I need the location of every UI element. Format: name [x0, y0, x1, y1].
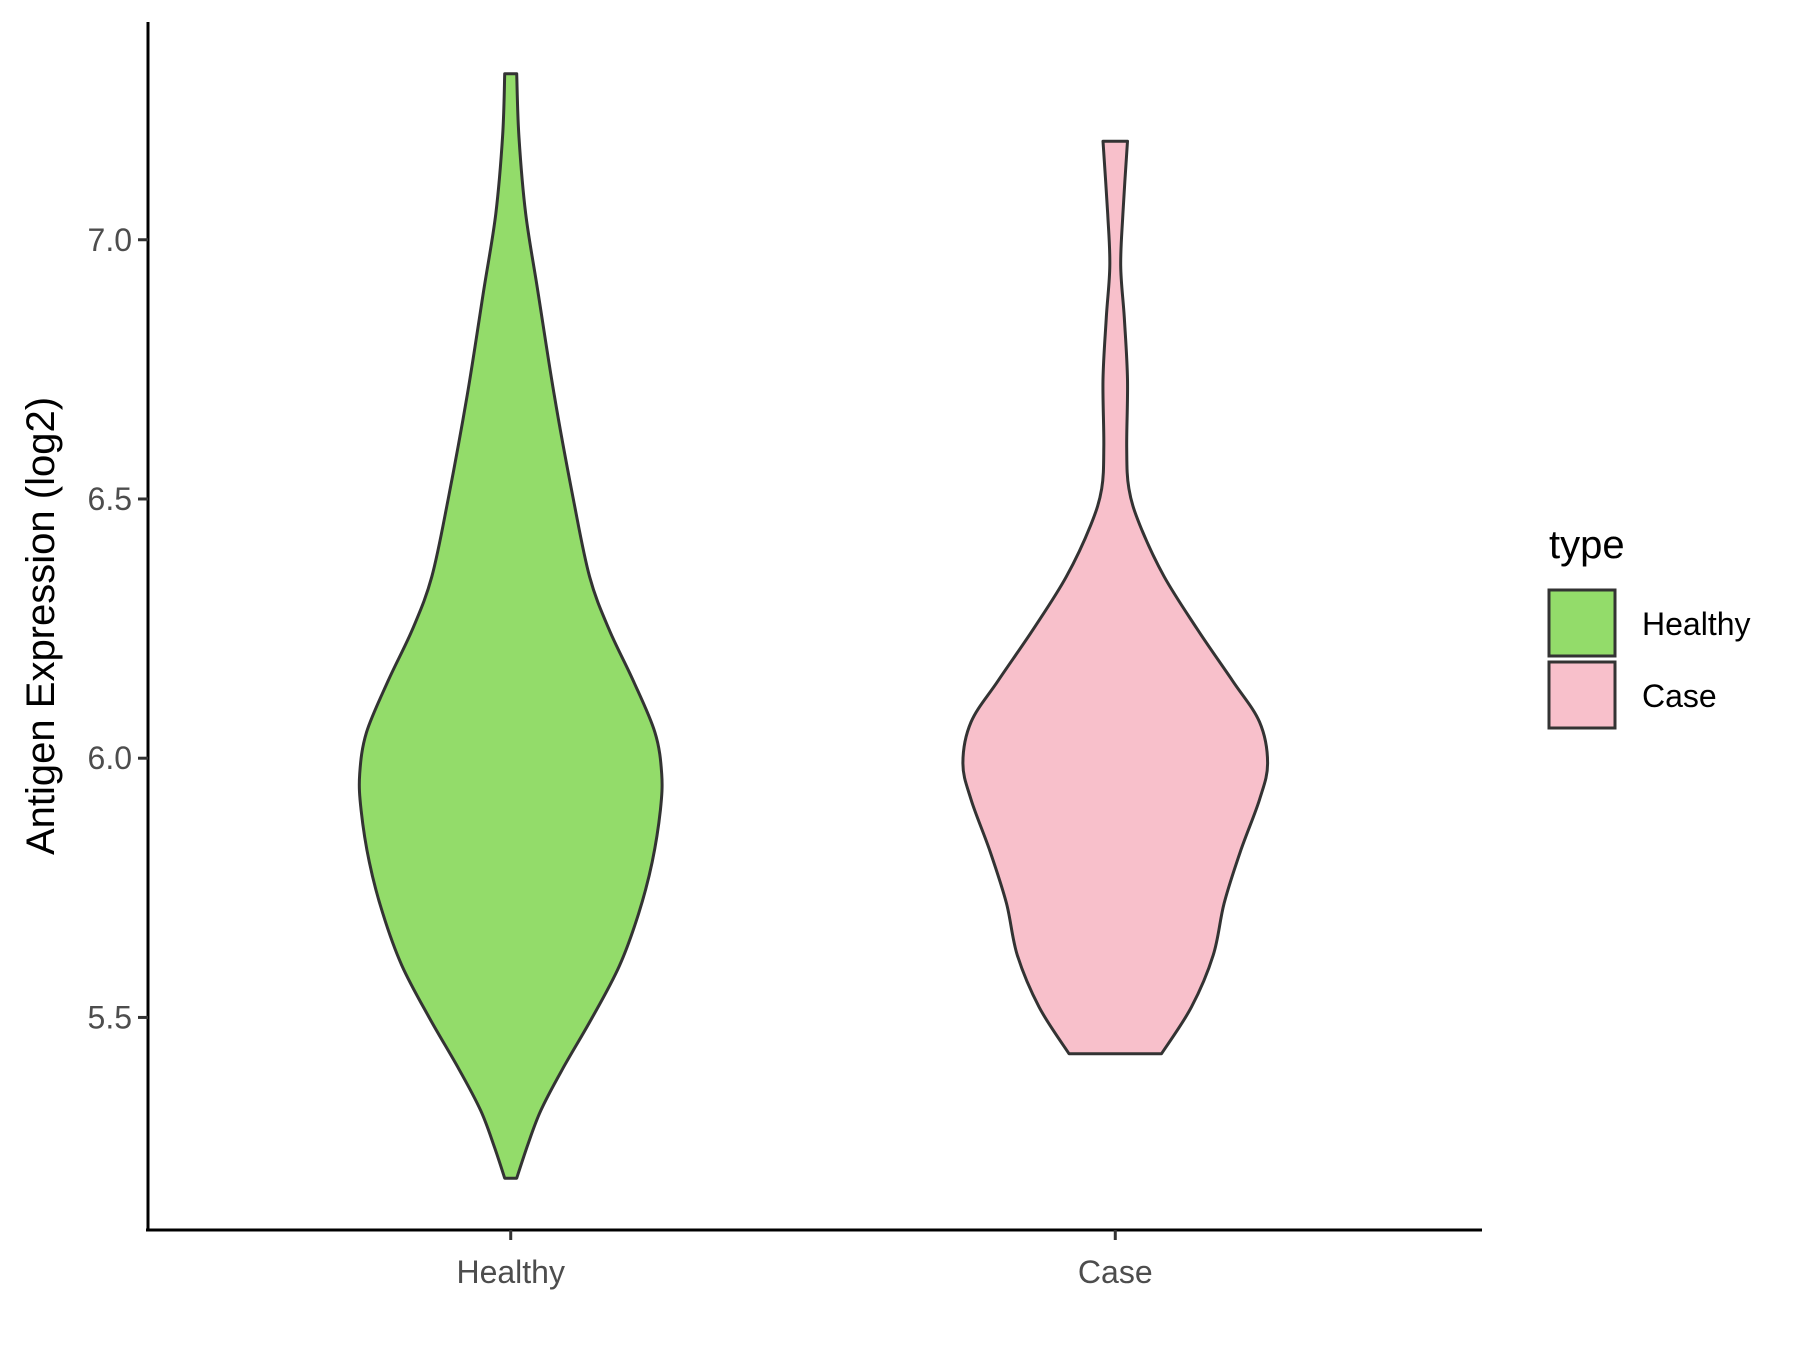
y-tick-label: 7.0 [88, 222, 132, 258]
y-tick-label: 6.0 [88, 740, 132, 776]
y-tick-label: 6.5 [88, 481, 132, 517]
violin-healthy [357, 72, 664, 1180]
legend-label-healthy: Healthy [1642, 606, 1751, 642]
violin-layer [357, 72, 1270, 1180]
legend-label-case: Case [1642, 678, 1717, 714]
legend-title: type [1549, 523, 1625, 567]
y-axis-ticks: 5.5 6.0 6.5 7.0 [88, 222, 148, 1035]
y-tick-label: 5.5 [88, 999, 132, 1035]
x-tick-label-healthy: Healthy [456, 1254, 565, 1290]
legend-key-case [1547, 660, 1617, 730]
violin-case [961, 139, 1270, 1056]
legend: type Healthy Case [1547, 523, 1751, 730]
y-axis-title: Antigen Expression (log2) [19, 397, 63, 855]
legend-key-healthy [1547, 588, 1617, 658]
x-tick-label-case: Case [1078, 1254, 1153, 1290]
x-axis-ticks: Healthy Case [456, 1230, 1153, 1290]
